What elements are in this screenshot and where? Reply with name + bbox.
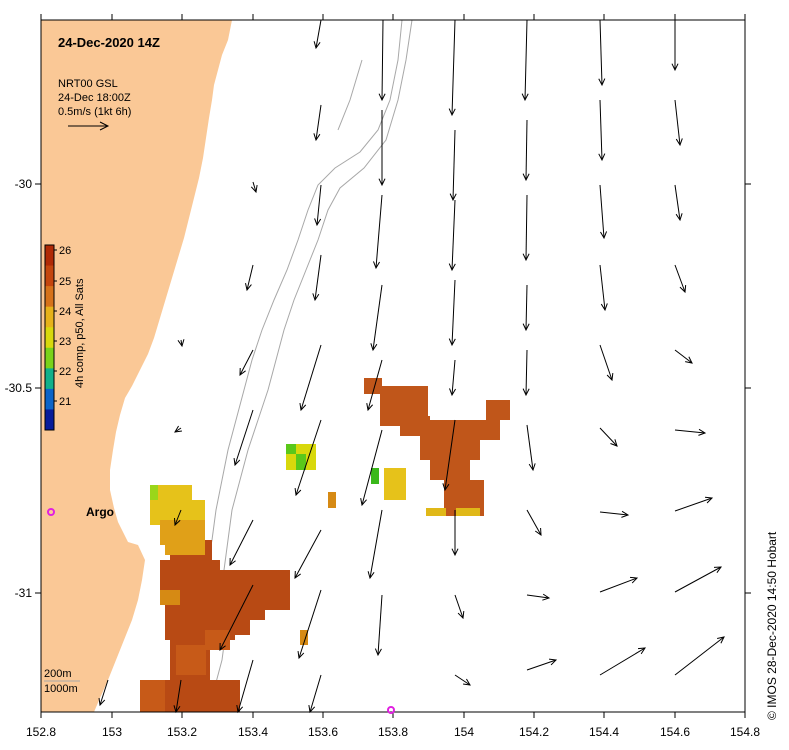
scale-arrow <box>68 121 110 131</box>
x-tick-label: 154.6 <box>660 725 690 739</box>
sst-pixels <box>140 378 510 712</box>
colorbar-tick-label: 21 <box>59 396 71 408</box>
x-tick-label: 153.4 <box>238 725 268 739</box>
colorbar-title: 4h comp, p50, All Sats <box>74 278 86 388</box>
coastline-land <box>41 20 232 712</box>
x-tick-label: 154.2 <box>519 725 549 739</box>
colorbar-ticks: 26 25 24 23 22 21 <box>54 245 71 408</box>
colorbar <box>44 244 55 431</box>
y-tick-label: -30 <box>15 177 33 191</box>
x-tick-label: 153.8 <box>378 725 408 739</box>
x-tick-label: 154.8 <box>730 725 760 739</box>
depth-legend-200m: 200m <box>44 668 72 680</box>
x-tick-label: 153.6 <box>308 725 338 739</box>
info-line-scale: 0.5m/s (1kt 6h) <box>58 106 131 118</box>
info-line-date: 24-Dec 18:00Z <box>58 92 131 104</box>
current-vectors <box>98 19 725 714</box>
depth-legend-1000m: 1000m <box>44 683 78 695</box>
colorbar-tick-label: 23 <box>59 336 71 348</box>
colorbar-tick-label: 25 <box>59 276 71 288</box>
argo-marker <box>47 508 55 516</box>
x-tick-label: 153 <box>102 725 122 739</box>
map-title: 24-Dec-2020 14Z <box>58 35 160 50</box>
x-tick-label: 154 <box>454 725 474 739</box>
y-tick-label: -30.5 <box>5 381 33 395</box>
x-tick-label: 152.8 <box>26 725 56 739</box>
colorbar-tick-label: 22 <box>59 366 71 378</box>
y-tick-label: -31 <box>15 586 33 600</box>
argo-marker-2 <box>387 706 395 714</box>
info-line-model: NRT00 GSL <box>58 78 118 90</box>
x-tick-label: 153.2 <box>167 725 197 739</box>
argo-label: Argo <box>86 505 114 519</box>
colorbar-tick-label: 24 <box>59 306 71 318</box>
colorbar-tick-label: 26 <box>59 245 71 257</box>
x-axis: 152.8 153 153.2 153.4 153.6 153.8 154 154.2 154.… <box>26 14 760 739</box>
y-axis: -30 -30.5 -31 <box>5 177 751 600</box>
credit-text: © IMOS 28-Dec-2020 14:50 Hobart <box>765 531 779 720</box>
x-tick-label: 154.4 <box>589 725 619 739</box>
